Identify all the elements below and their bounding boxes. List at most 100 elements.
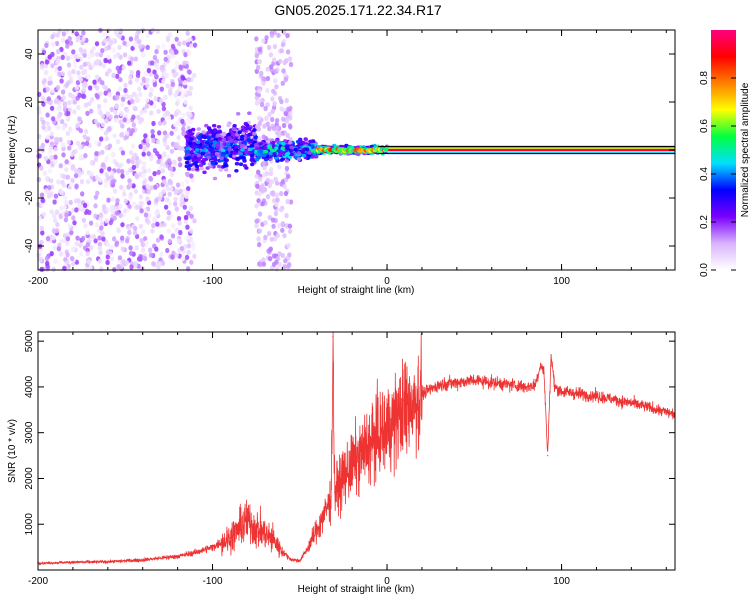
- snr-point: [342, 477, 344, 480]
- spectrogram-cell: [270, 217, 276, 223]
- spectrogram-cell: [161, 178, 167, 184]
- spectrogram-cell: [65, 55, 71, 61]
- spectrogram-cell: [59, 78, 64, 84]
- spectrogram-cell: [166, 228, 171, 234]
- x-tick-label: 100: [553, 276, 570, 287]
- spectrogram-cell: [137, 86, 142, 92]
- spectrogram-cell: [146, 67, 152, 74]
- spectrogram-cell: [296, 151, 302, 155]
- spectrogram-cell: [274, 146, 279, 150]
- spectrogram-cell: [177, 145, 183, 151]
- spectrogram-cell: [64, 39, 70, 45]
- snr-frame: [37, 331, 676, 571]
- snr-point: [369, 443, 371, 445]
- spectrogram-cell: [105, 254, 111, 260]
- spectrogram-cell: [228, 154, 233, 158]
- spectrogram-cell: [135, 216, 140, 222]
- spectrogram-cell: [268, 52, 274, 58]
- spectrogram-cell: [267, 183, 272, 189]
- spectrogram-cell: [65, 236, 71, 242]
- spectrogram-cell: [121, 259, 126, 265]
- spectrogram-cell: [48, 80, 53, 86]
- spectrogram-cell: [97, 245, 103, 251]
- spectrogram-cell: [51, 266, 56, 272]
- spectrogram-cell: [189, 259, 194, 265]
- spectrogram-cell: [56, 48, 61, 55]
- spectrogram-cell: [104, 155, 110, 161]
- spectrogram-cell: [167, 201, 172, 207]
- spectrogram-y-axis: -40 -20 0 20 40: [24, 48, 675, 253]
- spectrogram-cell: [99, 225, 104, 231]
- spectrogram-cell: [126, 118, 131, 124]
- spectrogram-cell: [254, 100, 260, 106]
- spectrogram-cell: [211, 134, 216, 138]
- spectrogram-cell: [157, 130, 162, 136]
- spectrogram-cell: [124, 260, 130, 266]
- spectrogram-cell: [86, 74, 92, 80]
- spectrogram-cell: [174, 71, 179, 77]
- snr-point: [561, 390, 563, 393]
- spectrogram-cell: [196, 157, 201, 161]
- spectrogram-cell: [104, 118, 109, 124]
- spectrogram-cell: [141, 166, 146, 172]
- spectrogram-cell: [265, 121, 270, 127]
- spectrogram-cell: [237, 130, 242, 134]
- spectrogram-cell: [173, 201, 178, 207]
- spectrogram-cell: [257, 228, 263, 234]
- spectrogram-cell: [274, 118, 280, 124]
- spectrogram-cell: [123, 87, 128, 94]
- spectrogram-cell: [61, 125, 66, 131]
- spectrogram-cell: [236, 112, 241, 116]
- spectrogram-cell: [50, 63, 55, 69]
- spectrogram-cell: [129, 264, 134, 270]
- spectrogram-cell: [49, 251, 54, 257]
- spectrogram-cell: [103, 182, 109, 189]
- spectrogram-cell: [87, 101, 92, 107]
- spectrogram-cell: [128, 75, 133, 81]
- spectrogram-cell: [95, 174, 100, 181]
- spectrogram-cell: [240, 131, 246, 135]
- spectrogram-cell: [273, 78, 278, 84]
- spectrogram-cell: [39, 266, 44, 272]
- spectrogram-cell: [273, 211, 279, 217]
- spectrogram-cell: [89, 171, 94, 177]
- spectrogram-cell: [180, 118, 185, 124]
- snr-x-axis: -200 -100 0 100: [28, 332, 667, 587]
- spectrogram-cell: [153, 184, 158, 190]
- spectrogram-cell: [73, 198, 79, 204]
- spectrogram-cell: [138, 44, 143, 50]
- colorbar: 0.0 0.2 0.4 0.6 0.8 Normalized spectral ampl…: [699, 30, 750, 277]
- spectrogram-cell: [196, 140, 201, 145]
- spectrogram-cell: [47, 168, 52, 174]
- spectrogram-cell: [43, 70, 49, 76]
- spectrogram-cell: [74, 241, 79, 247]
- spectrogram-cell: [118, 119, 123, 125]
- spectrogram-cell: [145, 196, 150, 202]
- spectrogram-cell: [173, 111, 178, 117]
- spectrogram-cell: [120, 173, 125, 179]
- spectrogram-cell: [100, 48, 105, 54]
- spectrogram-cell: [187, 163, 193, 168]
- spectrogram-cell: [281, 141, 286, 146]
- snr-point: [412, 400, 414, 402]
- spectrogram-cell: [303, 137, 308, 141]
- spectrogram-cell: [280, 130, 285, 136]
- spectrogram-cell: [78, 77, 84, 83]
- snr-point: [430, 388, 432, 390]
- spectrogram-cell: [174, 61, 180, 67]
- spectrogram-cell: [277, 164, 282, 170]
- spectrogram-cell: [261, 76, 266, 82]
- spectrogram-cell: [100, 149, 105, 155]
- spectrogram-cell: [128, 182, 133, 188]
- spectrogram-cell: [383, 147, 389, 151]
- spectrogram-cell: [50, 51, 55, 58]
- spectrogram-cell: [177, 85, 182, 91]
- spectrogram-cell: [146, 189, 151, 195]
- spectrogram-cell: [235, 156, 240, 161]
- spectrogram-cell: [279, 99, 284, 105]
- spectrogram-cell: [66, 111, 71, 117]
- spectrogram-cell: [206, 130, 211, 135]
- spectrogram-cell: [180, 93, 185, 99]
- spectrogram-cell: [78, 47, 83, 53]
- spectrogram-cell: [262, 172, 267, 178]
